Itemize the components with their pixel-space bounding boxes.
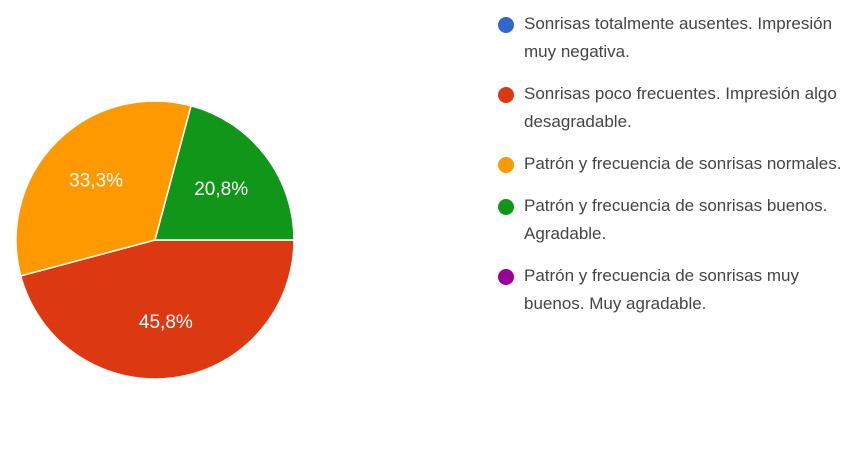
legend-swatch-icon xyxy=(498,157,514,173)
pie-slice-label: 45,8% xyxy=(139,312,193,333)
legend-label: Patrón y frecuencia de sonrisas muy buen… xyxy=(524,266,799,313)
pie-slice[interactable] xyxy=(154,104,295,241)
legend-item[interactable]: Sonrisas poco frecuentes. Impresión algo… xyxy=(498,80,860,136)
legend-swatch-icon xyxy=(498,17,514,33)
legend-item[interactable]: Patrón y frecuencia de sonrisas buenos. … xyxy=(498,192,860,248)
pie-slice-label: 33,3% xyxy=(69,170,123,191)
pie-slice[interactable] xyxy=(19,239,295,380)
legend-item[interactable]: Patrón y frecuencia de sonrisas muy buen… xyxy=(498,262,860,318)
pie-slices xyxy=(15,100,295,380)
pie-slice-label: 20,8% xyxy=(194,179,248,200)
legend-label: Patrón y frecuencia de sonrisas normales… xyxy=(524,154,842,173)
pie-plot-area: 45,8% 33,3% 20,8% xyxy=(15,100,295,380)
legend-item[interactable]: Sonrisas totalmente ausentes. Impresión … xyxy=(498,10,860,66)
legend-swatch-icon xyxy=(498,199,514,215)
pie-slice-labels: 45,8% 33,3% 20,8% xyxy=(69,170,248,333)
legend-label: Sonrisas totalmente ausentes. Impresión … xyxy=(524,14,833,61)
legend-swatch-icon xyxy=(498,87,514,103)
pie-slice[interactable] xyxy=(15,100,193,277)
legend-label: Sonrisas poco frecuentes. Impresión algo… xyxy=(524,84,837,131)
legend-item[interactable]: Patrón y frecuencia de sonrisas normales… xyxy=(498,150,860,178)
legend-label: Patrón y frecuencia de sonrisas buenos. … xyxy=(524,196,828,243)
legend: Sonrisas totalmente ausentes. Impresión … xyxy=(498,10,860,332)
legend-swatch-icon xyxy=(498,269,514,285)
